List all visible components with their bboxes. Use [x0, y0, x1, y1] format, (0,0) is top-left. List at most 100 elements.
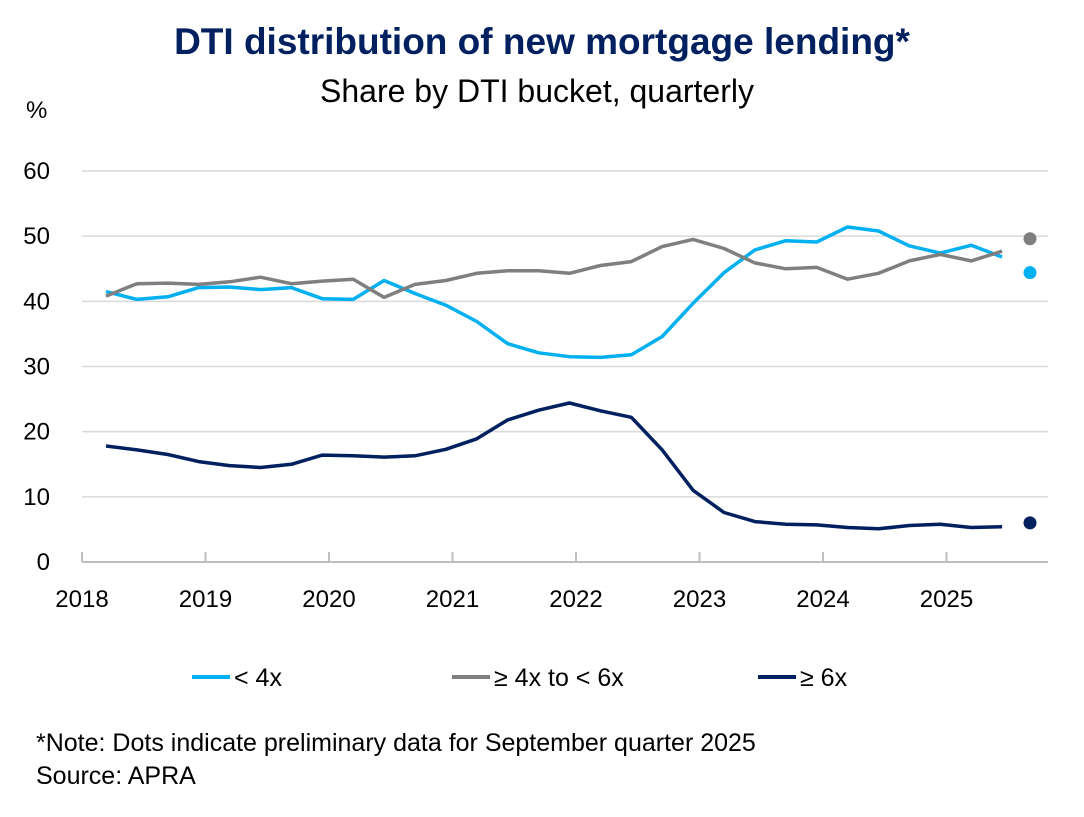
data-point [166, 282, 169, 285]
footnote: *Note: Dots indicate preliminary data fo… [36, 729, 756, 757]
data-point [506, 418, 509, 421]
data-point [321, 280, 324, 283]
data-point [475, 437, 478, 440]
gridlines [82, 170, 1048, 498]
data-point [414, 283, 417, 286]
data-point [290, 286, 293, 289]
data-point [352, 278, 355, 281]
data-point [444, 304, 447, 307]
chart-title: DTI distribution of new mortgage lending… [174, 21, 910, 62]
data-point [506, 342, 509, 345]
data-point [290, 463, 293, 466]
data-point [444, 279, 447, 282]
data-point [1001, 250, 1004, 253]
y-tick-label: 0 [37, 549, 50, 576]
legend-label: < 4x [234, 664, 282, 692]
data-point [228, 285, 231, 288]
data-point [753, 520, 756, 523]
y-axis-unit: % [26, 97, 47, 124]
data-point [105, 290, 108, 293]
x-tick-label: 2024 [796, 586, 849, 613]
data-point [259, 466, 262, 469]
data-point [723, 247, 726, 250]
data-point [846, 526, 849, 529]
data-point [475, 272, 478, 275]
data-point [197, 283, 200, 286]
data-point [475, 320, 478, 323]
data-point [259, 288, 262, 291]
data-point [383, 296, 386, 299]
data-point [352, 454, 355, 457]
data-point [290, 282, 293, 285]
x-tick-label: 2018 [55, 586, 108, 613]
data-point [661, 335, 664, 338]
data-point [537, 409, 540, 412]
legend-label: ≥ 6x [800, 664, 848, 692]
data-point [815, 241, 818, 244]
data-point [197, 286, 200, 289]
preliminary-dot [1023, 232, 1037, 246]
data-point [568, 272, 571, 275]
data-point [166, 295, 169, 298]
data-point [970, 244, 973, 247]
data-point [259, 276, 262, 279]
data-point [692, 302, 695, 305]
data-point [970, 259, 973, 262]
data-point [599, 264, 602, 267]
data-point [135, 298, 138, 301]
data-point [908, 259, 911, 262]
data-point [908, 524, 911, 527]
x-tick-label: 2021 [426, 586, 479, 613]
data-point [537, 351, 540, 354]
data-point [723, 271, 726, 274]
preliminary-dot [1023, 516, 1037, 530]
data-point [506, 269, 509, 272]
data-point [383, 279, 386, 282]
preliminary-dot [1023, 266, 1037, 280]
data-point [692, 489, 695, 492]
data-point [723, 511, 726, 514]
data-point [135, 282, 138, 285]
data-point [568, 401, 571, 404]
data-point [537, 269, 540, 272]
data-point [661, 448, 664, 451]
y-tick-label: 60 [23, 158, 50, 185]
data-point [661, 245, 664, 248]
data-point [630, 353, 633, 356]
x-tick-label: 2019 [179, 586, 232, 613]
series-lines [105, 225, 1037, 531]
y-tick-label: 30 [23, 354, 50, 381]
x-tick-label: 2023 [673, 586, 726, 613]
data-point [939, 253, 942, 256]
data-point [908, 244, 911, 247]
chart-subtitle: Share by DTI bucket, quarterly [320, 73, 754, 109]
y-tick-label: 10 [23, 484, 50, 511]
data-point [105, 445, 108, 448]
data-point [444, 448, 447, 451]
x-tick-label: 2025 [920, 586, 973, 613]
y-tick-label: 50 [23, 223, 50, 250]
series-line-2 [105, 401, 1003, 531]
data-point [228, 464, 231, 467]
data-point [599, 356, 602, 359]
data-point [939, 523, 942, 526]
y-tick-label: 20 [23, 419, 50, 446]
y-axis-ticks: 0 10 20 30 40 50 60 [23, 158, 50, 576]
series-line-0 [105, 225, 1003, 360]
data-point [414, 454, 417, 457]
data-point [568, 355, 571, 358]
data-point [197, 460, 200, 463]
data-point [630, 260, 633, 263]
data-point [753, 261, 756, 264]
source: Source: APRA [36, 762, 196, 790]
legend: < 4x ≥ 4x to < 6x ≥ 6x [192, 664, 848, 692]
data-point [321, 454, 324, 457]
data-point [815, 266, 818, 269]
data-point [1001, 525, 1004, 528]
data-point [414, 292, 417, 295]
data-point [815, 523, 818, 526]
legend-label: ≥ 4x to < 6x [494, 664, 624, 692]
x-tick-label: 2020 [302, 586, 355, 613]
x-axis: 2018 2019 2020 2021 2022 2023 2024 2025 [55, 552, 1048, 613]
